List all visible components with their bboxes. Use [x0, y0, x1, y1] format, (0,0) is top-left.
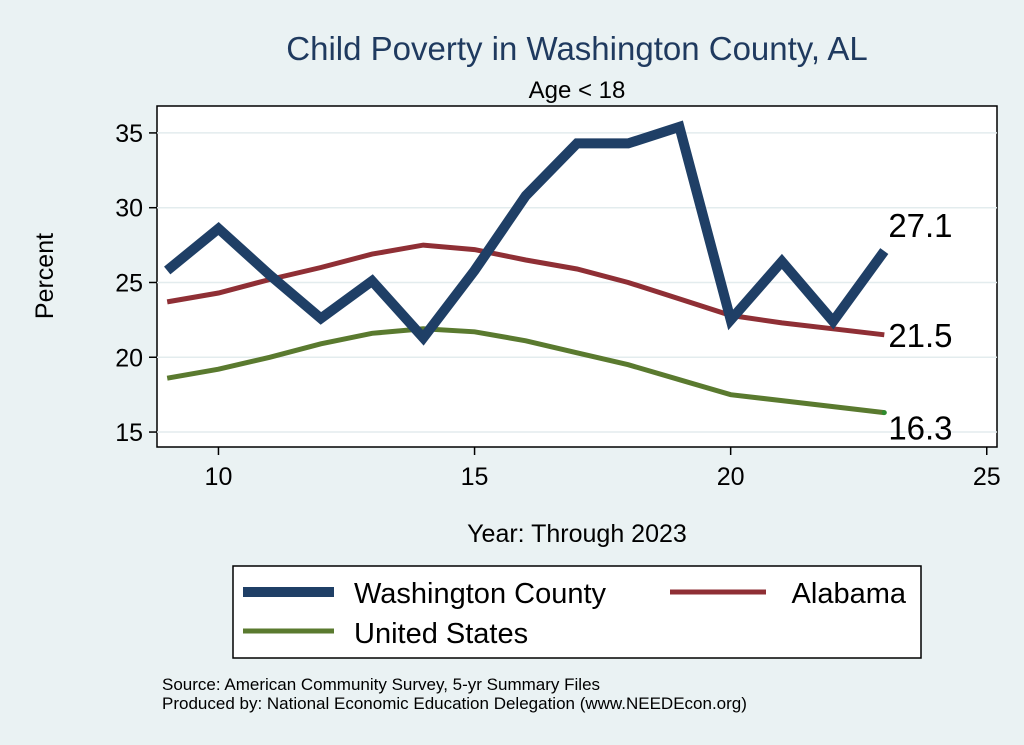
y-tick-label-15: 15 — [115, 419, 143, 447]
legend: Washington County Alabama United States — [243, 578, 907, 650]
series-line-washington-county — [164, 120, 889, 346]
x-tick-label-25: 25 — [973, 463, 1001, 491]
y-axis-label: Percent — [31, 233, 59, 319]
y-tick-label-35: 35 — [115, 120, 143, 148]
legend-label-washington-county: Washington County — [354, 578, 607, 610]
y-tick-label-30: 30 — [115, 195, 143, 223]
chart-title: Child Poverty in Washington County, AL — [286, 30, 867, 67]
axes: 15 20 25 30 35 10 15 20 25 — [115, 120, 1000, 491]
series-line-alabama — [166, 242, 885, 338]
series-lines — [164, 120, 889, 416]
end-label-united-states: 16.3 — [888, 410, 952, 447]
produced-by-note: Produced by: National Economic Education… — [162, 694, 747, 713]
legend-box — [232, 565, 922, 659]
gridlines — [157, 132, 997, 433]
source-note: Source: American Community Survey, 5-yr … — [162, 675, 600, 694]
x-axis-label: Year: Through 2023 — [467, 520, 687, 548]
x-tick-label-15: 15 — [461, 463, 489, 491]
x-tick-label-20: 20 — [717, 463, 745, 491]
end-labels: 27.1 21.5 16.3 — [881, 207, 953, 447]
end-label-alabama: 21.5 — [888, 317, 952, 354]
chart-subtitle: Age < 18 — [529, 77, 626, 104]
end-point-united-states — [881, 410, 887, 416]
y-tick-label-25: 25 — [115, 269, 143, 297]
end-label-washington-county: 27.1 — [888, 207, 952, 244]
plot-area — [156, 105, 998, 448]
legend-label-alabama: Alabama — [792, 578, 907, 610]
y-tick-label-20: 20 — [115, 344, 143, 372]
x-tick-label-10: 10 — [205, 463, 233, 491]
legend-label-united-states: United States — [354, 618, 528, 650]
series-line-united-states — [166, 326, 885, 416]
